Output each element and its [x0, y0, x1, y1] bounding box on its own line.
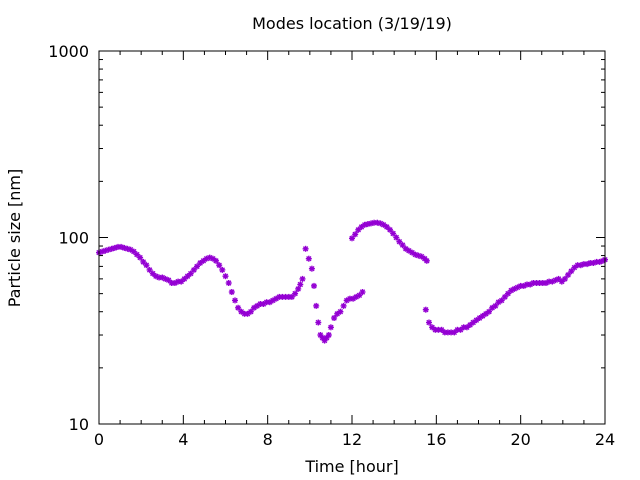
data-point	[451, 329, 458, 336]
data-points	[96, 219, 608, 344]
data-point	[305, 255, 312, 262]
x-tick-label: 12	[342, 430, 362, 449]
data-point	[505, 290, 511, 297]
x-tick-label: 20	[510, 430, 530, 449]
data-point	[197, 260, 204, 266]
data-point	[561, 275, 568, 282]
data-point	[473, 317, 480, 324]
x-tick-label: 4	[178, 430, 188, 449]
data-point	[232, 297, 238, 304]
y-tick-label: 1000	[48, 42, 89, 61]
plot-frame	[98, 50, 606, 425]
data-point	[146, 266, 153, 273]
data-point	[187, 270, 194, 277]
data-point	[225, 280, 232, 286]
data-point	[308, 265, 315, 272]
chart-title: Modes location (3/19/19)	[252, 14, 452, 33]
data-point	[359, 289, 366, 295]
data-point	[302, 245, 309, 252]
data-point	[331, 315, 338, 321]
x-axis-label: Time [hour]	[304, 457, 398, 476]
data-point	[292, 290, 299, 297]
data-point	[352, 231, 359, 238]
data-point	[137, 254, 144, 261]
data-point	[311, 282, 317, 289]
data-point	[133, 251, 140, 258]
data-point	[299, 275, 306, 282]
data-point	[216, 262, 223, 269]
data-point	[555, 275, 562, 282]
y-tick-label: 100	[58, 229, 89, 248]
data-point	[489, 304, 496, 311]
data-point	[181, 275, 188, 282]
y-tick-labels: 10 100 1000	[48, 42, 89, 434]
data-point	[219, 266, 226, 273]
data-point	[222, 273, 229, 280]
data-point	[297, 281, 304, 288]
data-point	[393, 234, 400, 241]
data-point	[325, 332, 332, 338]
x-tick-label: 8	[263, 430, 273, 449]
y-tick-label: 10	[69, 415, 89, 434]
data-point	[228, 289, 235, 295]
data-point	[486, 308, 492, 315]
data-point	[340, 302, 347, 309]
data-point	[327, 324, 334, 331]
data-point	[337, 308, 344, 315]
x-tick-labels: 0 4 8 12 16 20 24	[94, 430, 615, 449]
data-point	[418, 253, 425, 260]
x-tick-label: 0	[94, 430, 104, 449]
data-point	[315, 319, 322, 326]
data-point	[143, 262, 150, 269]
data-point	[501, 293, 508, 300]
data-point	[190, 266, 197, 273]
x-tick-label: 24	[595, 430, 615, 449]
data-point	[313, 302, 320, 309]
data-point	[426, 319, 432, 326]
data-point	[213, 257, 219, 264]
y-axis-label: Particle size [nm]	[5, 169, 24, 308]
data-point	[423, 257, 430, 264]
x-tick-label: 16	[426, 430, 446, 449]
data-point	[422, 306, 429, 313]
